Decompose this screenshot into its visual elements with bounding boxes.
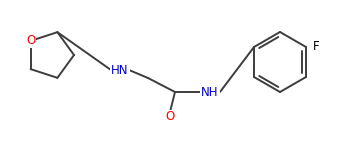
Text: HN: HN (111, 63, 129, 76)
Text: NH: NH (201, 85, 219, 99)
Text: O: O (165, 111, 175, 123)
Text: O: O (26, 34, 35, 47)
Text: F: F (313, 40, 320, 54)
